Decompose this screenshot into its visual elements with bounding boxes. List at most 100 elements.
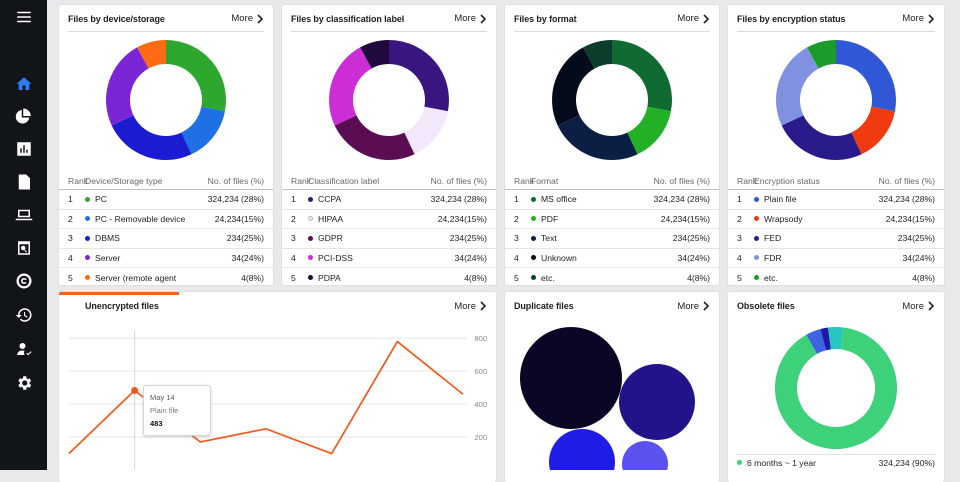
menu-icon[interactable] — [0, 1, 47, 33]
chevron-right-icon — [257, 13, 264, 24]
table-row[interactable]: 5 etc. 4(8%) — [728, 268, 944, 285]
table-row[interactable]: 1 Plain file 324,234 (28%) — [728, 190, 944, 210]
row-value: 24,234(15%) — [214, 213, 264, 224]
more-button[interactable]: More — [677, 13, 710, 24]
row-rank: 2 — [737, 213, 742, 224]
more-button[interactable]: More — [902, 301, 935, 312]
laptop-icon[interactable] — [0, 199, 47, 231]
row-rank: 5 — [737, 272, 742, 283]
donut-slice-3 — [334, 115, 415, 160]
more-button[interactable]: More — [454, 301, 487, 312]
active-tab-indicator — [59, 292, 179, 295]
row-rank: 1 — [291, 194, 296, 205]
y-tick-label: 800 — [474, 334, 487, 343]
table-row[interactable]: 4 PCI-DSS 34(24%) — [282, 249, 496, 268]
legend-dot — [85, 275, 90, 281]
y-tick-label: 600 — [474, 367, 487, 376]
table-row[interactable]: 2 HIPAA 24,234(15%) — [282, 210, 496, 229]
more-button[interactable]: More — [902, 13, 935, 24]
unencrypted-line-chart: 800 600 400 200 — [68, 330, 487, 470]
home-icon[interactable] — [0, 68, 47, 100]
table-row[interactable]: 2 PDF 24,234(15%) — [505, 210, 719, 229]
row-name: Server — [85, 253, 120, 263]
classification-card: Files by classification label More Rank C… — [282, 5, 496, 285]
search-file-icon[interactable] — [0, 232, 47, 264]
row-value: 4(8%) — [912, 272, 935, 283]
row-value: 234(25%) — [897, 233, 935, 244]
user-check-icon[interactable] — [0, 333, 47, 365]
row-rank: 2 — [514, 213, 519, 224]
legend-dot — [754, 235, 759, 241]
row-value: 234(25%) — [449, 233, 487, 244]
table-row[interactable]: 2 Wrapsody 24,234(15%) — [728, 210, 944, 229]
gear-icon[interactable] — [0, 367, 47, 399]
table-row[interactable]: 5 Server (remote agent 4(8%) — [59, 268, 273, 285]
table-row[interactable]: 5 PDPA 4(8%) — [282, 268, 496, 285]
table-row[interactable]: 3 FED 234(25%) — [728, 229, 944, 249]
donut-slice-4 — [828, 327, 844, 350]
donut-slice-4 — [329, 47, 372, 126]
card-title: Obsolete files — [737, 301, 795, 311]
more-label: More — [454, 13, 476, 24]
document-icon[interactable] — [0, 166, 47, 198]
table-row[interactable]: 5 etc. 4(8%) — [505, 268, 719, 285]
legend-dot — [531, 235, 536, 241]
bubble-1 — [520, 327, 622, 429]
table-row[interactable]: 2 PC - Removable device 24,234(15%) — [59, 210, 273, 229]
chevron-right-icon — [703, 301, 710, 311]
more-button[interactable]: More — [454, 13, 487, 24]
header-name: Encryption status — [754, 176, 820, 186]
more-label: More — [454, 300, 476, 312]
row-rank: 3 — [291, 233, 296, 244]
table-row[interactable]: 1 MS office 324,234 (28%) — [505, 190, 719, 210]
table-row[interactable]: 4 Server 34(24%) — [59, 249, 273, 268]
legend-dot — [754, 275, 759, 281]
copyright-icon[interactable] — [0, 265, 47, 297]
format-donut-chart — [552, 40, 672, 160]
pie-chart-icon[interactable] — [0, 100, 47, 132]
row-value: 34(24%) — [454, 252, 487, 263]
header-value: No. of files (%) — [878, 176, 935, 186]
table-row[interactable]: 1 PC 324,234 (28%) — [59, 190, 273, 210]
row-label: PC — [95, 194, 107, 205]
row-label: MS office — [541, 194, 577, 205]
table-header: Rank Format No. of files (%) — [505, 173, 719, 190]
row-label: PC - Removable device — [95, 213, 186, 224]
classification-donut-chart — [329, 40, 449, 160]
legend-dot — [308, 255, 313, 261]
header-value: No. of files (%) — [430, 176, 487, 186]
row-value: 4(8%) — [241, 272, 264, 283]
history-icon[interactable] — [0, 299, 47, 331]
donut-slice-3 — [111, 115, 192, 160]
row-name: PCI-DSS — [308, 253, 353, 263]
table-header: Rank Classification label No. of files (%) — [282, 173, 496, 190]
header-rank: Rank — [291, 176, 312, 186]
legend-dot — [531, 196, 536, 202]
unencrypted-card: Unencrypted files More — [59, 292, 496, 482]
row-label: Text — [541, 233, 557, 244]
classification-table: Rank Classification label No. of files (%)… — [282, 173, 496, 285]
header-rank: Rank — [68, 176, 89, 186]
legend-dot — [85, 255, 90, 261]
table-row[interactable]: 4 Unknown 34(24%) — [505, 249, 719, 268]
sidebar — [0, 0, 47, 470]
highlight-point — [131, 386, 139, 394]
row-rank: 4 — [291, 252, 296, 263]
more-button[interactable]: More — [231, 13, 264, 24]
bar-chart-icon[interactable] — [0, 133, 47, 165]
table-row[interactable]: 3 GDPR 234(25%) — [282, 229, 496, 249]
more-button[interactable]: More — [677, 301, 710, 312]
legend-value: 324,234 (90%) — [878, 457, 935, 468]
legend-dot — [531, 255, 536, 261]
row-label: etc. — [541, 272, 555, 283]
row-rank: 5 — [291, 272, 296, 283]
table-row[interactable]: 3 Text 234(25%) — [505, 229, 719, 249]
row-label: Plain file — [764, 194, 797, 205]
obsolete-card: Obsolete files More 6 months ~ 1 year 32… — [728, 292, 944, 482]
table-row[interactable]: 3 DBMS 234(25%) — [59, 229, 273, 249]
table-row[interactable]: 4 FDR 34(24%) — [728, 249, 944, 268]
legend-name: 6 months ~ 1 year — [747, 457, 817, 468]
table-row[interactable]: 1 CCPA 324,234 (28%) — [282, 190, 496, 210]
row-rank: 4 — [514, 252, 519, 263]
row-name: Server (remote agent — [85, 273, 176, 283]
